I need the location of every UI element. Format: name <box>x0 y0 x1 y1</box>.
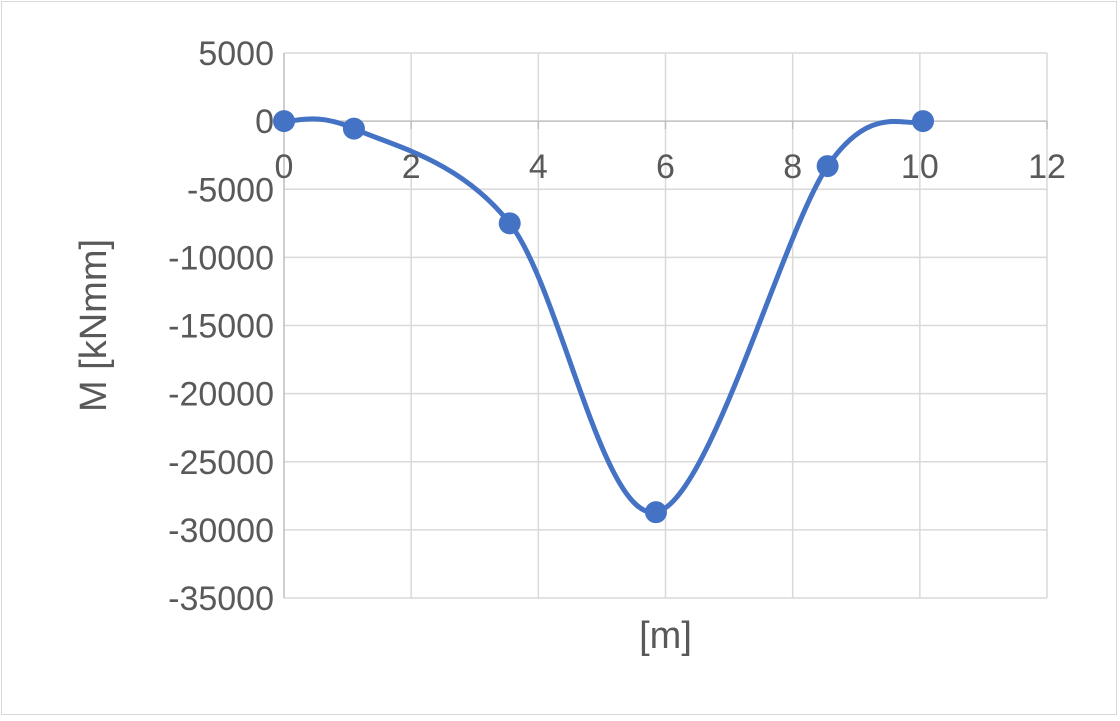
data-points <box>273 110 935 524</box>
y-tick-label: -10000 <box>168 239 274 277</box>
y-axis-title: M [kNmm] <box>73 239 115 412</box>
x-tick-label: 4 <box>529 148 548 186</box>
x-tick-label: 10 <box>901 148 939 186</box>
y-tick-label: -15000 <box>168 308 274 346</box>
data-point <box>816 155 839 178</box>
x-tick-label: 6 <box>656 148 675 186</box>
y-tick-label: -5000 <box>187 171 274 209</box>
x-tick-label: 8 <box>783 148 802 186</box>
x-tick-label: 2 <box>402 148 421 186</box>
y-tick-label: -20000 <box>168 376 274 414</box>
series-line <box>281 116 926 515</box>
y-tick-label: 5000 <box>198 35 274 73</box>
y-tick-label: -30000 <box>168 512 274 550</box>
data-point <box>644 501 667 524</box>
y-tick-label: -25000 <box>168 444 274 482</box>
y-tick-label: -35000 <box>168 580 274 618</box>
y-tick-label: 0 <box>255 103 274 141</box>
x-tick-label: 12 <box>1028 148 1066 186</box>
x-tick-label: 0 <box>275 148 294 186</box>
data-point <box>342 117 365 140</box>
gridlines <box>283 52 1048 599</box>
x-axis-title: [m] <box>639 615 692 657</box>
data-point <box>273 110 295 133</box>
data-point <box>498 212 521 235</box>
data-point <box>912 110 935 133</box>
tick-labels: 0 2 4 6 8 10 1250000-5000-10000-15000-20000-25… <box>168 35 1066 618</box>
